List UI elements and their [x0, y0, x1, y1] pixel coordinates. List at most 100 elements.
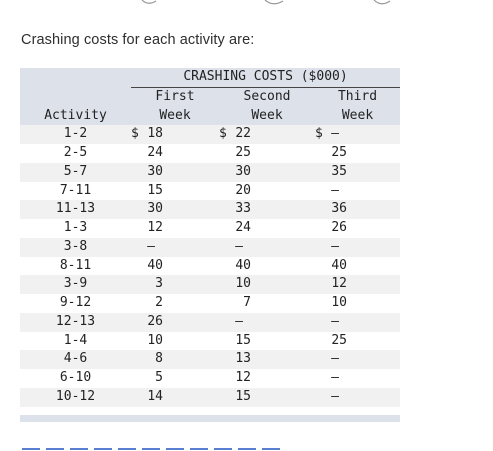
- third-week-cost-cell: 40: [315, 256, 401, 276]
- third-week-cost-cell: —: [315, 237, 401, 257]
- first-week-cost-cell: 10: [131, 331, 219, 351]
- table-row: 11-13 30 33 36: [20, 200, 401, 219]
- activity-cell: 7-11: [20, 181, 131, 201]
- table-title-row: CRASHING COSTS ($000): [20, 68, 401, 88]
- header-line1-row: First Second Third: [20, 87, 401, 107]
- previous-content-edge: [141, 0, 391, 5]
- activity-cell: 10-12: [20, 387, 131, 407]
- table-bottom-bar: [20, 415, 400, 422]
- currency-symbol: $: [219, 126, 227, 142]
- cost-value: 26: [331, 220, 347, 235]
- second-week-cost-cell: 15: [219, 387, 315, 407]
- activity-cell: 4-6: [20, 350, 131, 369]
- cost-value: 40: [331, 257, 347, 273]
- table-row: 6-10 5 12 —: [20, 369, 401, 388]
- first-week-cost-cell: 26: [131, 312, 219, 332]
- third-week-cost-cell: 35: [315, 162, 401, 182]
- first-week-cost-cell: 24: [131, 144, 219, 163]
- third-week-cost-cell: —: [315, 350, 401, 369]
- cost-value: —: [331, 370, 339, 385]
- activity-cell: 2-5: [20, 144, 131, 163]
- activity-cell: 1-2: [20, 125, 131, 144]
- second-week-cost-cell: 30: [219, 162, 315, 182]
- cropped-link-text[interactable]: [22, 446, 282, 451]
- cost-value: 14: [147, 388, 163, 404]
- activity-cell: 5-7: [20, 162, 131, 182]
- third-week-cost-cell: 25: [315, 331, 401, 351]
- cost-value: 24: [235, 220, 251, 235]
- cost-value: 10: [331, 295, 347, 310]
- first-week-cost-cell: 30: [131, 200, 219, 219]
- third-week-cost-cell: —: [315, 181, 401, 201]
- second-week-header-line1: Second: [219, 87, 315, 107]
- table-row: 5-7 30 30 35: [20, 162, 401, 182]
- activity-cell: 1-3: [20, 219, 131, 238]
- table-row: 1-4 10 15 25: [20, 331, 401, 351]
- table-row: 8-11 40 40 40: [20, 256, 401, 276]
- second-week-cost-cell: 15: [219, 331, 315, 351]
- cost-value: —: [331, 238, 339, 254]
- cost-value: —: [331, 126, 339, 142]
- second-week-cost-cell: 12: [219, 369, 315, 388]
- cost-value: 22: [235, 126, 251, 142]
- cost-value: —: [235, 313, 243, 329]
- cost-value: 25: [331, 145, 347, 160]
- table-row: 3-8 — — —: [20, 237, 401, 257]
- cost-value: 3: [155, 276, 163, 292]
- third-week-header-line1: Third: [315, 87, 401, 107]
- second-week-cost-cell: 13: [219, 350, 315, 369]
- cost-value: 26: [147, 313, 163, 329]
- activity-cell: 12-13: [20, 312, 131, 332]
- first-week-cost-cell: 14: [131, 387, 219, 407]
- table-row: 7-11 15 20 —: [20, 181, 401, 201]
- first-week-cost-cell: 3: [131, 275, 219, 294]
- cost-value: 12: [147, 220, 163, 235]
- cost-value: 13: [235, 351, 251, 367]
- table-row: 4-6 8 13 —: [20, 350, 401, 369]
- first-week-cost-cell: 2: [131, 294, 219, 313]
- table-row: 1-2 $18 $22 $ —: [20, 125, 401, 144]
- first-week-header-line2: Week: [131, 106, 219, 126]
- currency-symbol: $: [315, 126, 323, 142]
- activity-cell: 9-12: [20, 294, 131, 313]
- first-week-cost-cell: 30: [131, 162, 219, 182]
- table-row: 9-12 2 7 10: [20, 294, 401, 313]
- third-week-cost-cell: 25: [315, 144, 401, 163]
- first-week-cost-cell: 5: [131, 369, 219, 388]
- cost-value: 15: [235, 332, 251, 348]
- activity-column-header: Activity: [20, 106, 131, 126]
- cost-value: 40: [147, 257, 163, 273]
- cost-value: 12: [331, 276, 347, 292]
- cost-value: 36: [331, 201, 347, 217]
- cost-value: —: [331, 182, 339, 198]
- second-week-header-line2: Week: [219, 106, 315, 126]
- third-week-cost-cell: —: [315, 312, 401, 332]
- first-week-cost-cell: 15: [131, 181, 219, 201]
- header-spacer: [20, 87, 131, 107]
- cost-value: 30: [235, 163, 251, 179]
- first-week-cost-cell: —: [131, 237, 219, 257]
- cost-value: 35: [331, 163, 347, 179]
- cost-value: —: [331, 313, 339, 329]
- crashing-costs-table-container: CRASHING COSTS ($000) First Second Third…: [20, 68, 401, 407]
- second-week-cost-cell: 40: [219, 256, 315, 276]
- cost-value: —: [235, 238, 243, 254]
- activity-cell: 6-10: [20, 369, 131, 388]
- cost-value: 15: [147, 182, 163, 198]
- second-week-cost-cell: —: [219, 237, 315, 257]
- second-week-cost-cell: —: [219, 312, 315, 332]
- second-week-cost-cell: 24: [219, 219, 315, 238]
- cost-value: 40: [235, 257, 251, 273]
- cost-value: 5: [155, 370, 163, 385]
- third-week-cost-cell: 10: [315, 294, 401, 313]
- cost-value: —: [331, 388, 339, 404]
- cost-value: 2: [155, 295, 163, 310]
- third-week-header-line2: Week: [315, 106, 401, 126]
- cost-value: 10: [235, 276, 251, 292]
- header-line2-row: Activity Week Week Week: [20, 106, 401, 126]
- table-row: 10-12 14 15 —: [20, 387, 401, 407]
- activity-cell: 3-9: [20, 275, 131, 294]
- activity-cell: 11-13: [20, 200, 131, 219]
- activity-cell: 8-11: [20, 256, 131, 276]
- second-week-cost-cell: 25: [219, 144, 315, 163]
